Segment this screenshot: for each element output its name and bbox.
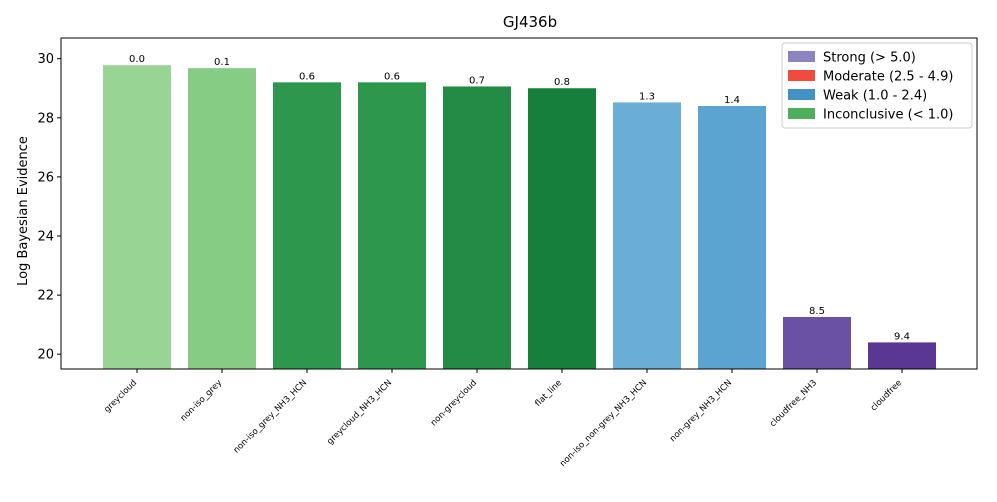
x-tick-label: flat_line [533,378,564,409]
bar-non-greycloud [443,86,511,369]
bar-cloudfree_NH3 [783,316,851,369]
bar-non-iso_grey_NH3_HCN [273,82,341,370]
y-tick-label: 30 [37,52,54,67]
y-axis-label: Log Bayesian Evidence [16,136,31,286]
bar-value-label: 0.7 [469,75,485,86]
bar-value-label: 8.5 [809,306,825,317]
legend-entry-label: Inconclusive (< 1.0) [823,108,953,123]
x-tick-label: non-iso_non-grey_NH3_HCN [558,378,649,469]
x-tick-label: non-greycloud [429,378,479,428]
value-labels-layer: 0.0 0.1 0.6 0.6 0.7 0.8 1.3 1.4 8.5 9.4 [129,54,910,342]
bar-value-label: 1.3 [639,91,655,102]
x-tick-label: greycloud [102,378,139,415]
x-tick-label: cloudfree_NH3 [768,378,819,429]
bar-non-iso_grey [188,68,256,369]
bar-value-label: 0.6 [384,71,400,82]
y-tick-label: 26 [37,170,54,185]
legend-swatch [788,108,815,119]
y-tick-label: 24 [37,230,54,245]
plot-frame [60,37,978,370]
y-tick-label: 28 [37,111,54,126]
x-tick-label: non-iso_grey [179,378,224,423]
bar-value-label: 1.4 [724,95,740,106]
bar-value-label: 0.0 [129,54,145,65]
legend-swatch [788,70,815,81]
bar-value-label: 9.4 [894,331,910,342]
legend-entry-label: Strong (> 5.0) [823,51,916,66]
bar-greycloud [103,65,171,370]
bar-cloudfree [868,342,936,369]
bars-layer [103,65,936,370]
legend: Strong (> 5.0) Moderate (2.5 - 4.9) Weak (… [781,42,973,129]
chart-title: GJ436b [503,13,557,31]
bar-value-label: 0.1 [214,57,230,68]
x-tick-label: non-grey_NH3_HCN [668,378,734,444]
x-tick-label: cloudfree [869,378,904,413]
bar-flat_line [528,88,596,369]
y-axis: 20 22 24 26 28 30 [37,52,61,363]
legend-entry-label: Moderate (2.5 - 4.9) [823,70,953,85]
y-tick-label: 20 [37,348,54,363]
bar-greycloud_NH3_HCN [358,82,426,370]
x-tick-label: greycloud_NH3_HCN [325,378,394,447]
bar-value-label: 0.6 [299,71,315,82]
legend-box [781,42,973,129]
legend-swatch [788,51,815,62]
y-tick-label: 22 [37,289,54,304]
x-axis: greycloud non-iso_grey non-iso_grey_NH3_HC… [102,369,904,469]
legend-swatch [788,89,815,100]
legend-entry-label: Weak (1.0 - 2.4) [823,89,927,104]
bar-value-label: 0.8 [554,77,570,88]
x-tick-label: non-iso_grey_NH3_HCN [232,378,309,455]
bar-non-grey_NH3_HCN [698,105,766,370]
bar-non-iso_non-grey_NH3_HCN [613,102,681,369]
